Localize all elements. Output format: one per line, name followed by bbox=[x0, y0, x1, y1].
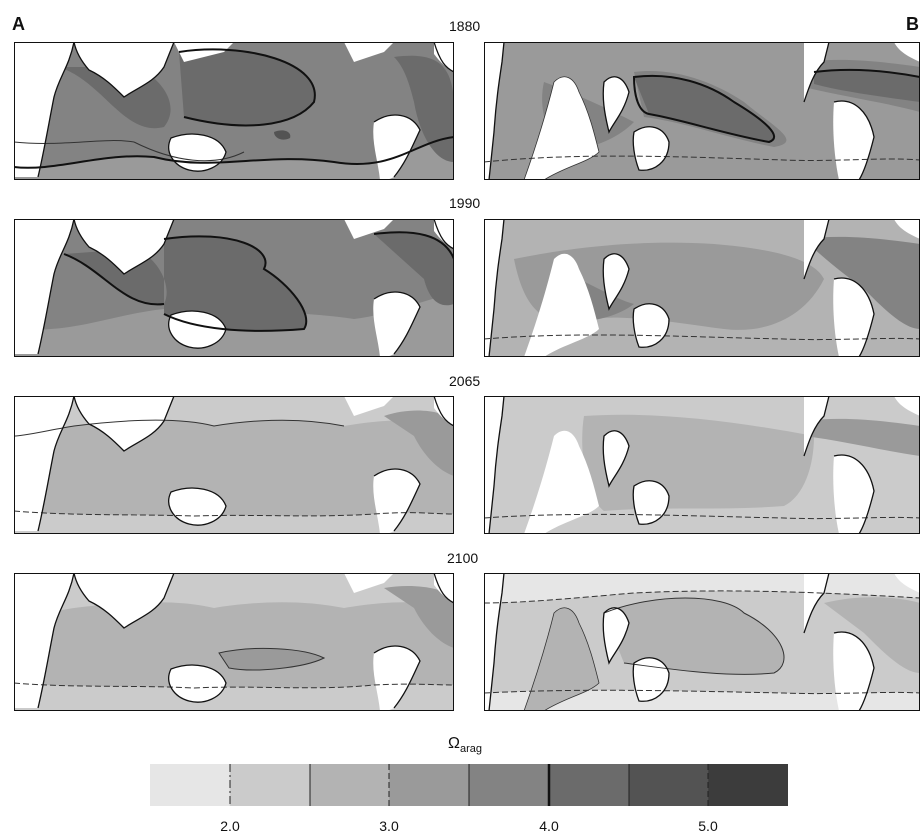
colorbar-subscript: arag bbox=[459, 743, 482, 756]
map-b-2065 bbox=[484, 396, 920, 534]
colorbar-swatch-6 bbox=[548, 764, 629, 806]
year-label-2065: 2065 bbox=[449, 373, 481, 389]
colorbar-swatch-1 bbox=[150, 764, 231, 806]
year-label-1880: 1880 bbox=[449, 18, 481, 34]
colorbar-swatch-7 bbox=[628, 764, 709, 806]
map-b-2100 bbox=[484, 573, 920, 711]
map-a-1990 bbox=[14, 219, 454, 357]
colorbar-tick-5: 5.0 bbox=[698, 818, 718, 834]
colorbar-symbol: Ω bbox=[448, 735, 460, 752]
colorbar-tick-3: 3.0 bbox=[379, 818, 399, 834]
colorbar bbox=[150, 764, 789, 806]
colorbar-swatch-8 bbox=[708, 764, 789, 806]
colorbar-swatch-4 bbox=[389, 764, 470, 806]
colorbar-tick-4: 4.0 bbox=[539, 818, 559, 834]
year-label-1990: 1990 bbox=[449, 195, 481, 211]
colorbar-swatch-5 bbox=[469, 764, 550, 806]
map-b-1990 bbox=[484, 219, 920, 357]
colorbar-tick-2: 2.0 bbox=[220, 818, 240, 834]
map-a-1880 bbox=[14, 42, 454, 180]
colorbar-swatch-2 bbox=[229, 764, 310, 806]
map-a-2100 bbox=[14, 573, 454, 711]
year-label-2100: 2100 bbox=[447, 550, 479, 566]
colorbar-title: Ωarag bbox=[448, 735, 482, 755]
panel-label-a: A bbox=[12, 14, 25, 34]
panel-label-b: B bbox=[906, 14, 919, 34]
map-a-2065 bbox=[14, 396, 454, 534]
map-b-1880 bbox=[484, 42, 920, 180]
colorbar-swatch-3 bbox=[309, 764, 390, 806]
